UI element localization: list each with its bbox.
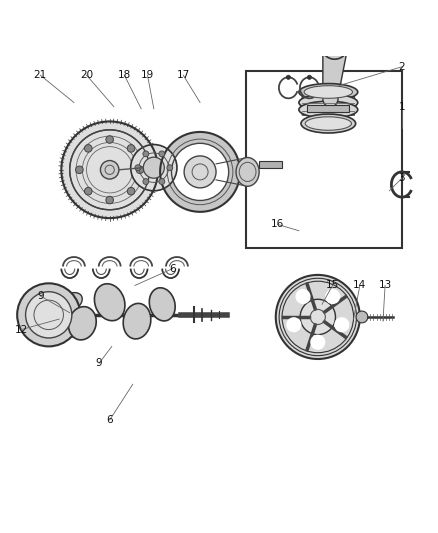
Circle shape xyxy=(286,317,301,332)
Text: 6: 6 xyxy=(106,415,113,425)
Circle shape xyxy=(184,156,216,188)
Text: 6: 6 xyxy=(170,264,176,273)
Circle shape xyxy=(135,165,141,171)
Circle shape xyxy=(323,92,338,107)
Ellipse shape xyxy=(68,306,96,340)
Ellipse shape xyxy=(236,158,259,186)
Circle shape xyxy=(17,284,80,346)
Circle shape xyxy=(85,144,92,152)
Circle shape xyxy=(76,166,83,174)
Circle shape xyxy=(106,136,113,143)
Ellipse shape xyxy=(59,293,82,312)
Circle shape xyxy=(310,335,325,350)
Polygon shape xyxy=(323,54,346,97)
Ellipse shape xyxy=(149,288,175,321)
Bar xyxy=(259,161,282,168)
Text: 15: 15 xyxy=(326,280,339,290)
Circle shape xyxy=(356,311,368,323)
Circle shape xyxy=(286,75,290,79)
Circle shape xyxy=(85,188,92,195)
Circle shape xyxy=(295,289,311,304)
Text: 20: 20 xyxy=(80,70,93,80)
Circle shape xyxy=(136,166,144,174)
Circle shape xyxy=(127,188,135,195)
Circle shape xyxy=(307,75,311,79)
Circle shape xyxy=(100,160,119,179)
Bar xyxy=(246,71,402,247)
Text: 17: 17 xyxy=(177,70,190,80)
Circle shape xyxy=(300,300,336,335)
Polygon shape xyxy=(302,88,354,115)
Polygon shape xyxy=(160,132,240,212)
Circle shape xyxy=(143,179,149,184)
Polygon shape xyxy=(61,122,158,218)
Text: 19: 19 xyxy=(141,70,154,80)
Ellipse shape xyxy=(299,84,358,100)
Text: 14: 14 xyxy=(353,280,367,290)
Circle shape xyxy=(143,157,164,178)
Text: 3: 3 xyxy=(399,173,405,183)
Text: 1: 1 xyxy=(399,102,405,112)
Text: 21: 21 xyxy=(34,70,47,80)
Text: 12: 12 xyxy=(15,325,28,335)
Circle shape xyxy=(127,144,135,152)
Ellipse shape xyxy=(95,284,125,321)
Ellipse shape xyxy=(304,86,353,98)
Ellipse shape xyxy=(59,318,82,337)
Text: 13: 13 xyxy=(378,280,392,290)
Ellipse shape xyxy=(123,303,151,339)
Text: 9: 9 xyxy=(96,358,102,368)
Text: 9: 9 xyxy=(37,291,44,301)
Ellipse shape xyxy=(301,114,356,133)
Ellipse shape xyxy=(305,117,351,130)
Circle shape xyxy=(159,179,165,184)
Bar xyxy=(307,106,350,112)
Circle shape xyxy=(159,151,165,157)
Circle shape xyxy=(106,196,113,204)
Circle shape xyxy=(167,165,173,171)
Circle shape xyxy=(131,144,177,191)
Circle shape xyxy=(25,292,72,338)
Ellipse shape xyxy=(299,94,358,111)
Circle shape xyxy=(70,130,150,209)
Text: 18: 18 xyxy=(118,70,131,80)
Circle shape xyxy=(276,275,360,359)
Circle shape xyxy=(143,151,149,157)
Circle shape xyxy=(334,317,350,332)
Circle shape xyxy=(321,33,348,59)
Ellipse shape xyxy=(299,101,358,118)
Text: 16: 16 xyxy=(271,220,285,229)
Ellipse shape xyxy=(47,318,67,341)
Text: 2: 2 xyxy=(399,62,405,72)
Circle shape xyxy=(325,289,340,304)
